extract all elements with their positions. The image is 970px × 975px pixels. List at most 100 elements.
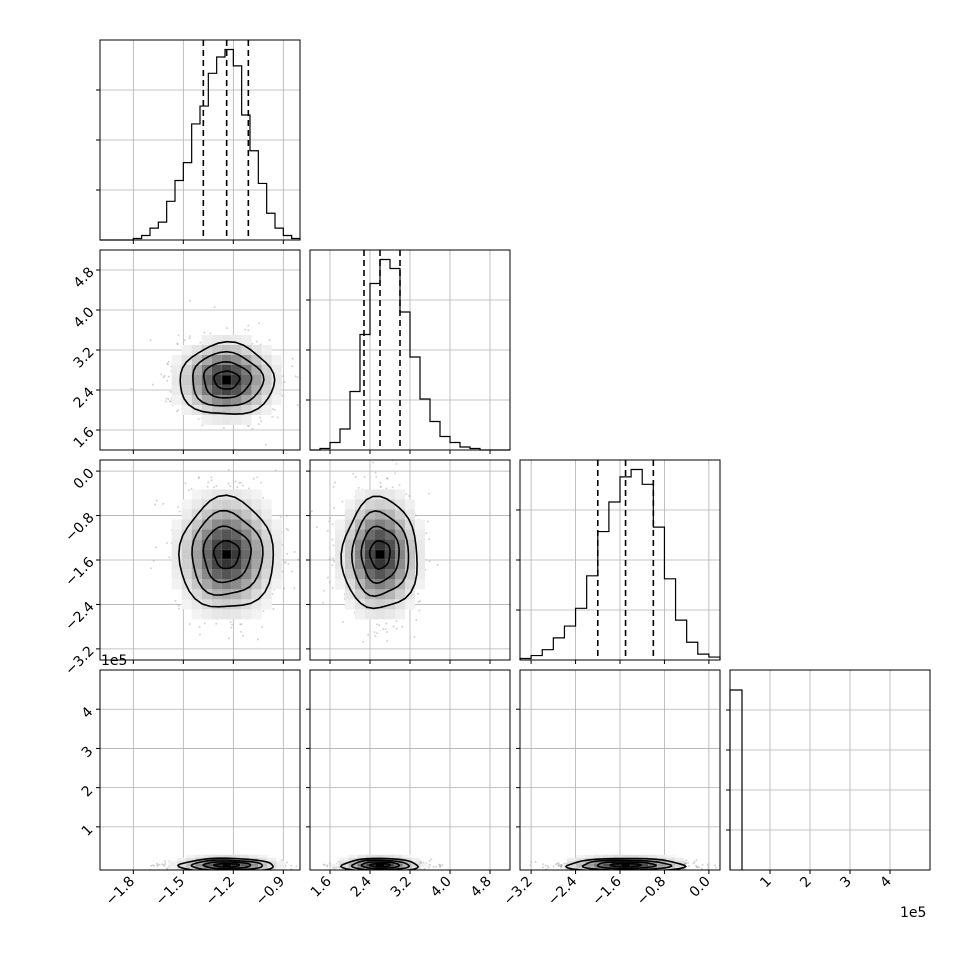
density-cell: [171, 539, 182, 550]
density-cell: [261, 509, 272, 520]
density-cell: [576, 863, 586, 867]
scatter-point: [239, 481, 242, 484]
scatter-point: [207, 481, 210, 484]
density-cell: [231, 385, 242, 395]
scatter-point: [428, 560, 431, 563]
scatter-point: [176, 410, 179, 413]
scatter-point: [167, 398, 170, 401]
density-cell: [211, 519, 222, 530]
density-cell: [375, 539, 385, 550]
density-cell: [204, 854, 214, 858]
scatter-point: [427, 866, 430, 869]
scatter-point: [372, 461, 375, 464]
density-cell: [594, 873, 603, 876]
density-cell: [186, 873, 195, 876]
y-tick-label: 1: [79, 822, 97, 840]
density-cell: [621, 873, 630, 876]
density-cell: [405, 599, 415, 610]
scatter-point: [560, 865, 563, 868]
density-cell: [420, 863, 430, 867]
scatter-point: [177, 409, 180, 412]
density-cell: [365, 529, 375, 540]
density-cell: [675, 860, 685, 864]
scatter-point: [198, 633, 201, 636]
scatter-point: [323, 589, 325, 592]
density-cell: [585, 854, 595, 858]
density-cell: [261, 365, 272, 375]
scatter-point: [391, 486, 394, 489]
scatter-point: [222, 871, 224, 873]
density-cell: [201, 335, 212, 345]
scatter-point: [544, 864, 547, 867]
histogram-step: [729, 689, 743, 870]
scatter-point: [295, 865, 298, 868]
density-cell: [395, 529, 405, 540]
scatter-point: [168, 375, 170, 378]
density-cell: [330, 863, 340, 867]
density-cell: [201, 355, 212, 365]
scatter-point: [162, 376, 165, 379]
density-cell: [191, 589, 202, 600]
scatter-point: [559, 865, 562, 868]
density-cell: [191, 385, 202, 395]
density-cell: [405, 529, 415, 540]
scatter-point: [379, 485, 382, 488]
density-cell: [204, 866, 214, 870]
scatter-point: [557, 864, 560, 867]
density-cell: [201, 509, 212, 520]
scatter-point: [401, 625, 404, 628]
density-cell: [402, 863, 412, 867]
x-tick-label: 4: [877, 873, 895, 891]
density-cell: [365, 519, 375, 530]
scatter-point: [332, 560, 335, 563]
density-cell: [231, 579, 242, 590]
density-cell: [261, 599, 272, 610]
density-cell: [366, 857, 376, 861]
contour-line: [202, 360, 253, 399]
scatter-point: [210, 476, 213, 479]
contours: [177, 494, 275, 608]
density-cell: [385, 579, 395, 590]
density-cell: [251, 599, 262, 610]
density-cell: [261, 519, 272, 530]
density-cell: [181, 345, 192, 355]
scatter-point: [130, 387, 133, 390]
scatter-point: [713, 864, 716, 867]
density-cell: [365, 499, 375, 510]
density-cell: [201, 609, 212, 620]
scatter-point: [168, 556, 171, 559]
density-cell: [221, 599, 232, 610]
density-cell: [201, 395, 212, 405]
density-cell: [181, 589, 192, 600]
scatter-point: [287, 528, 290, 531]
density-cell: [567, 863, 577, 867]
density-cell: [240, 854, 250, 858]
density-panel-4-3: −3.2 −2.4 −1.6 −0.8 0.0: [501, 669, 721, 909]
panel-content: [322, 854, 444, 876]
scatter-point: [331, 557, 334, 560]
density-cell: [261, 345, 272, 355]
density-cell: [345, 539, 355, 550]
panel-content: [149, 854, 305, 876]
scatter-point: [213, 486, 215, 489]
density-cell: [349, 873, 358, 876]
scatter-point: [252, 477, 255, 480]
scatter-point: [286, 552, 289, 555]
scatter-point: [303, 865, 305, 867]
panel-content: [130, 299, 299, 446]
scatter-point: [698, 866, 700, 869]
density-cell: [195, 873, 204, 876]
scatter-point: [243, 871, 245, 873]
density-peak: [376, 863, 384, 868]
scatter-point: [342, 621, 344, 623]
density-cell: [405, 579, 415, 590]
scatter-point: [693, 860, 696, 863]
density-cell: [258, 860, 268, 864]
contour-line: [368, 539, 391, 570]
scatter-point: [701, 863, 704, 866]
density-cell: [201, 519, 212, 530]
scatter-point: [332, 544, 335, 547]
density-cell: [221, 569, 232, 580]
scatter-point: [565, 863, 568, 866]
density-cell: [221, 499, 232, 510]
